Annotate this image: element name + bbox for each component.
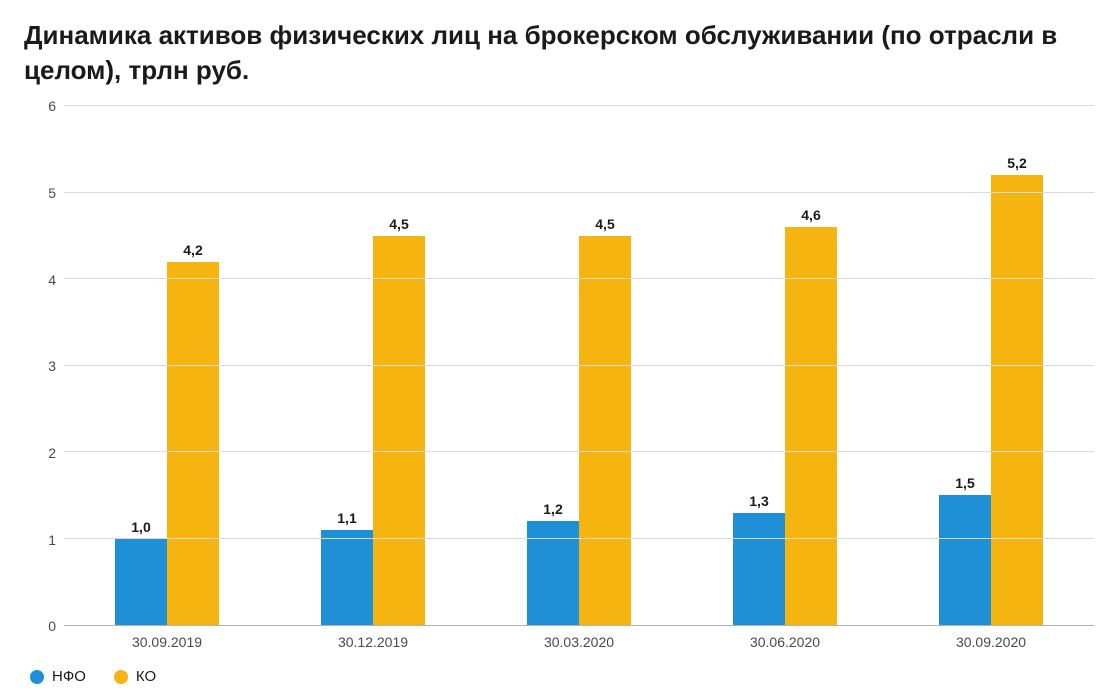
y-tick-label: 5: [48, 185, 56, 201]
bar-column: 1,1: [321, 106, 373, 625]
legend-item: НФО: [30, 668, 86, 685]
bar: [115, 539, 167, 626]
x-tick-label: 30.12.2019: [270, 634, 476, 650]
bar-value-label: 5,2: [1007, 155, 1026, 171]
plot-area: 1,0 4,2 1,1 4,5 1,2 4,5 1,3 4,6 1,5 5,2: [64, 106, 1094, 626]
x-tick-label: 30.09.2020: [888, 634, 1094, 650]
gridline: [64, 538, 1094, 539]
bar-value-label: 1,1: [337, 510, 356, 526]
legend: НФО КО: [24, 668, 1094, 685]
y-tick-label: 2: [48, 445, 56, 461]
bar-value-label: 1,0: [131, 519, 150, 535]
gridline: [64, 365, 1094, 366]
legend-label: КО: [136, 668, 156, 685]
bar-column: 4,5: [373, 106, 425, 625]
bar-column: 4,5: [579, 106, 631, 625]
y-tick-label: 6: [48, 98, 56, 114]
legend-swatch: [30, 670, 44, 684]
bar-column: 5,2: [991, 106, 1043, 625]
bar-group: 1,3 4,6: [682, 106, 888, 625]
x-axis-labels: 30.09.201930.12.201930.03.202030.06.2020…: [64, 634, 1094, 650]
bar-value-label: 4,5: [595, 216, 614, 232]
x-tick-label: 30.06.2020: [682, 634, 888, 650]
bar-value-label: 4,6: [801, 207, 820, 223]
bar-group: 1,2 4,5: [476, 106, 682, 625]
bar-column: 1,0: [115, 106, 167, 625]
bar-value-label: 4,2: [183, 242, 202, 258]
bar: [579, 236, 631, 625]
bar-column: 4,2: [167, 106, 219, 625]
bar: [939, 495, 991, 625]
bar-column: 1,3: [733, 106, 785, 625]
bar-value-label: 1,3: [749, 493, 768, 509]
bar-column: 4,6: [785, 106, 837, 625]
y-tick-label: 0: [48, 618, 56, 634]
gridline: [64, 451, 1094, 452]
bar-value-label: 1,2: [543, 501, 562, 517]
y-axis: 0123456: [24, 106, 64, 626]
bar-column: 1,2: [527, 106, 579, 625]
x-tick-label: 30.03.2020: [476, 634, 682, 650]
legend-item: КО: [114, 668, 156, 685]
gridline: [64, 192, 1094, 193]
bar-group: 1,1 4,5: [270, 106, 476, 625]
bar-group: 1,5 5,2: [888, 106, 1094, 625]
legend-label: НФО: [52, 668, 86, 685]
bar-value-label: 1,5: [955, 475, 974, 491]
bar: [373, 236, 425, 625]
chart-area: 0123456 1,04,21,14,51,24,51,34,61,55,2: [24, 106, 1094, 626]
y-tick-label: 3: [48, 358, 56, 374]
bar-group: 1,0 4,2: [64, 106, 270, 625]
bar: [785, 227, 837, 625]
bar-groups: 1,0 4,2 1,1 4,5 1,2 4,5 1,3 4,6 1,5 5,2: [64, 106, 1094, 625]
bar: [733, 513, 785, 625]
y-tick-label: 1: [48, 532, 56, 548]
bar-column: 1,5: [939, 106, 991, 625]
bar: [167, 262, 219, 625]
bar: [991, 175, 1043, 625]
y-tick-label: 4: [48, 272, 56, 288]
gridline: [64, 278, 1094, 279]
x-tick-label: 30.09.2019: [64, 634, 270, 650]
bar: [321, 530, 373, 625]
bar-value-label: 4,5: [389, 216, 408, 232]
chart-title: Динамика активов физических лиц на броке…: [24, 18, 1094, 88]
legend-swatch: [114, 670, 128, 684]
gridline: [64, 105, 1094, 106]
